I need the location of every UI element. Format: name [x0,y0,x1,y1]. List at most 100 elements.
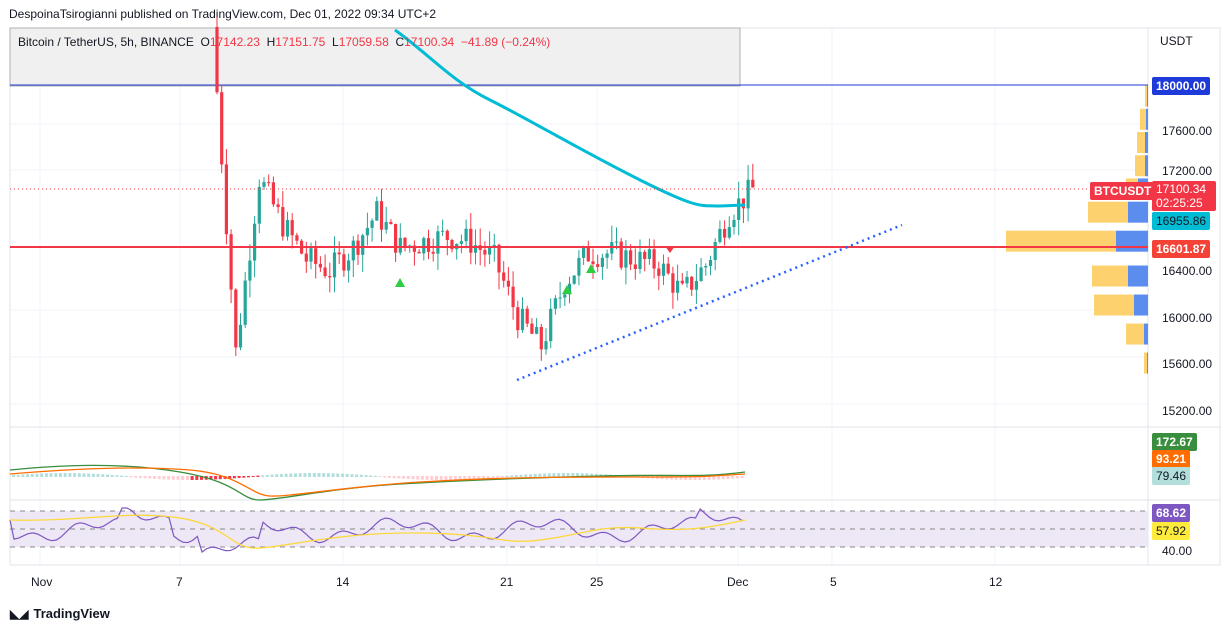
macd-histogram-bar [289,473,293,477]
rsi-ma-line [9,514,746,549]
macd-histogram-bar [143,476,147,479]
candle-body [347,260,351,271]
macd-histogram-bar [665,476,669,480]
candle-body [234,289,238,348]
candle-body [577,257,581,276]
macd-histogram-bar [735,476,739,479]
macd-histogram-bar [30,473,34,477]
macd-histogram-bar [59,473,62,477]
macd-histogram-bar [707,476,711,480]
tradingview-logo[interactable]: ◣◢ TradingView [10,606,110,621]
candle-body [614,241,619,243]
macd-histogram-bar [519,474,523,477]
macd-histogram-bar [120,475,124,477]
candle-body [285,220,290,237]
macd-histogram-bar [279,474,283,477]
candle-body [422,238,426,254]
macd-histogram-bar [397,476,401,479]
macd-histogram-bar [552,473,556,477]
macd-histogram-bar [270,474,274,477]
macd-histogram-bar [336,473,340,477]
candle-body [248,260,252,281]
time-tick: 25 [590,575,604,589]
candle-body [436,231,440,254]
low-value: 17059.58 [338,35,389,49]
macd-line [9,464,746,501]
candle-body [295,235,299,241]
volume-profile-down [1006,230,1116,252]
macd-histogram-bar [444,476,448,480]
ema-line [394,28,746,208]
macd-histogram-bar [294,473,297,477]
candle-body [459,241,463,244]
candle-body [464,228,468,242]
macd-histogram-bar [148,476,152,479]
macd-histogram-bar [585,473,589,477]
macd-histogram-bar [73,473,77,477]
macd-histogram-bar [529,474,532,477]
candle-body [652,249,656,269]
candle-body [694,280,698,290]
macd-histogram-bar [500,476,504,478]
macd-histogram-bar [106,474,109,477]
macd-histogram-bar [491,476,495,478]
symbol-tag: BTCUSDT [1090,182,1156,200]
macd-histogram-bar [482,476,485,479]
macd-histogram-bar [698,476,702,480]
macd-histogram-bar [124,475,128,477]
volume-profile-up [1144,323,1148,345]
candle-body [412,245,416,252]
histogram-value: 79.46 [1152,467,1191,485]
support-label: 16601.87 [1152,240,1211,258]
volume-profile-up [1134,294,1148,316]
candle-body [281,207,285,237]
change-value: −41.89 (−0.24%) [460,35,551,49]
candle-body [713,242,717,261]
macd-histogram-bar [167,476,171,480]
symbol-name: Bitcoin / TetherUS, 5h, BINANCE [18,35,194,49]
volume-profile-down [1092,265,1128,287]
macd-histogram-bar [96,474,100,477]
macd-histogram-bar [82,473,86,477]
macd-histogram-bar [486,476,490,479]
time-tick: Dec [727,575,749,589]
candle-body [586,247,590,262]
macd-histogram-bar [726,476,730,479]
candle-body [238,324,243,348]
candle-body [751,179,755,188]
macd-histogram-bar [453,476,457,480]
high-value: 17151.75 [275,35,326,49]
candle-body [337,252,341,255]
candle-body [370,220,374,228]
macd-histogram-bar [77,473,81,477]
macd-histogram-bar [49,473,53,477]
publish-info: DespoinaTsirogianni published on Trading… [9,7,437,21]
candle-body [676,280,680,293]
macd-histogram-bar [63,473,67,477]
time-tick: 12 [989,575,1003,589]
candle-body [582,247,586,258]
macd-histogram-bar [580,473,584,477]
candle-body [727,227,731,238]
volume-profile-up [1116,230,1148,252]
close-label: C [395,35,405,49]
buy-signal-icon [562,285,572,294]
rsi-line [9,507,743,554]
macd-histogram-bar [594,473,598,477]
volume-profile-down [1137,132,1145,154]
candle-body [243,280,247,325]
volume-profile-down [1094,294,1134,316]
macd-histogram-bar [331,473,335,477]
volume-profile-up [1147,352,1148,374]
macd-histogram-bar [200,476,203,480]
bar-countdown: 02:25:25 [1156,196,1203,210]
candle-body [384,221,388,230]
macd-histogram-bar [12,475,15,477]
macd-histogram-bar [162,476,166,480]
macd-histogram-bar [284,473,288,477]
macd-histogram-bar [303,473,307,477]
macd-histogram-bar [590,473,594,477]
macd-histogram-bar [717,476,720,480]
macd-histogram-bar [129,476,133,478]
